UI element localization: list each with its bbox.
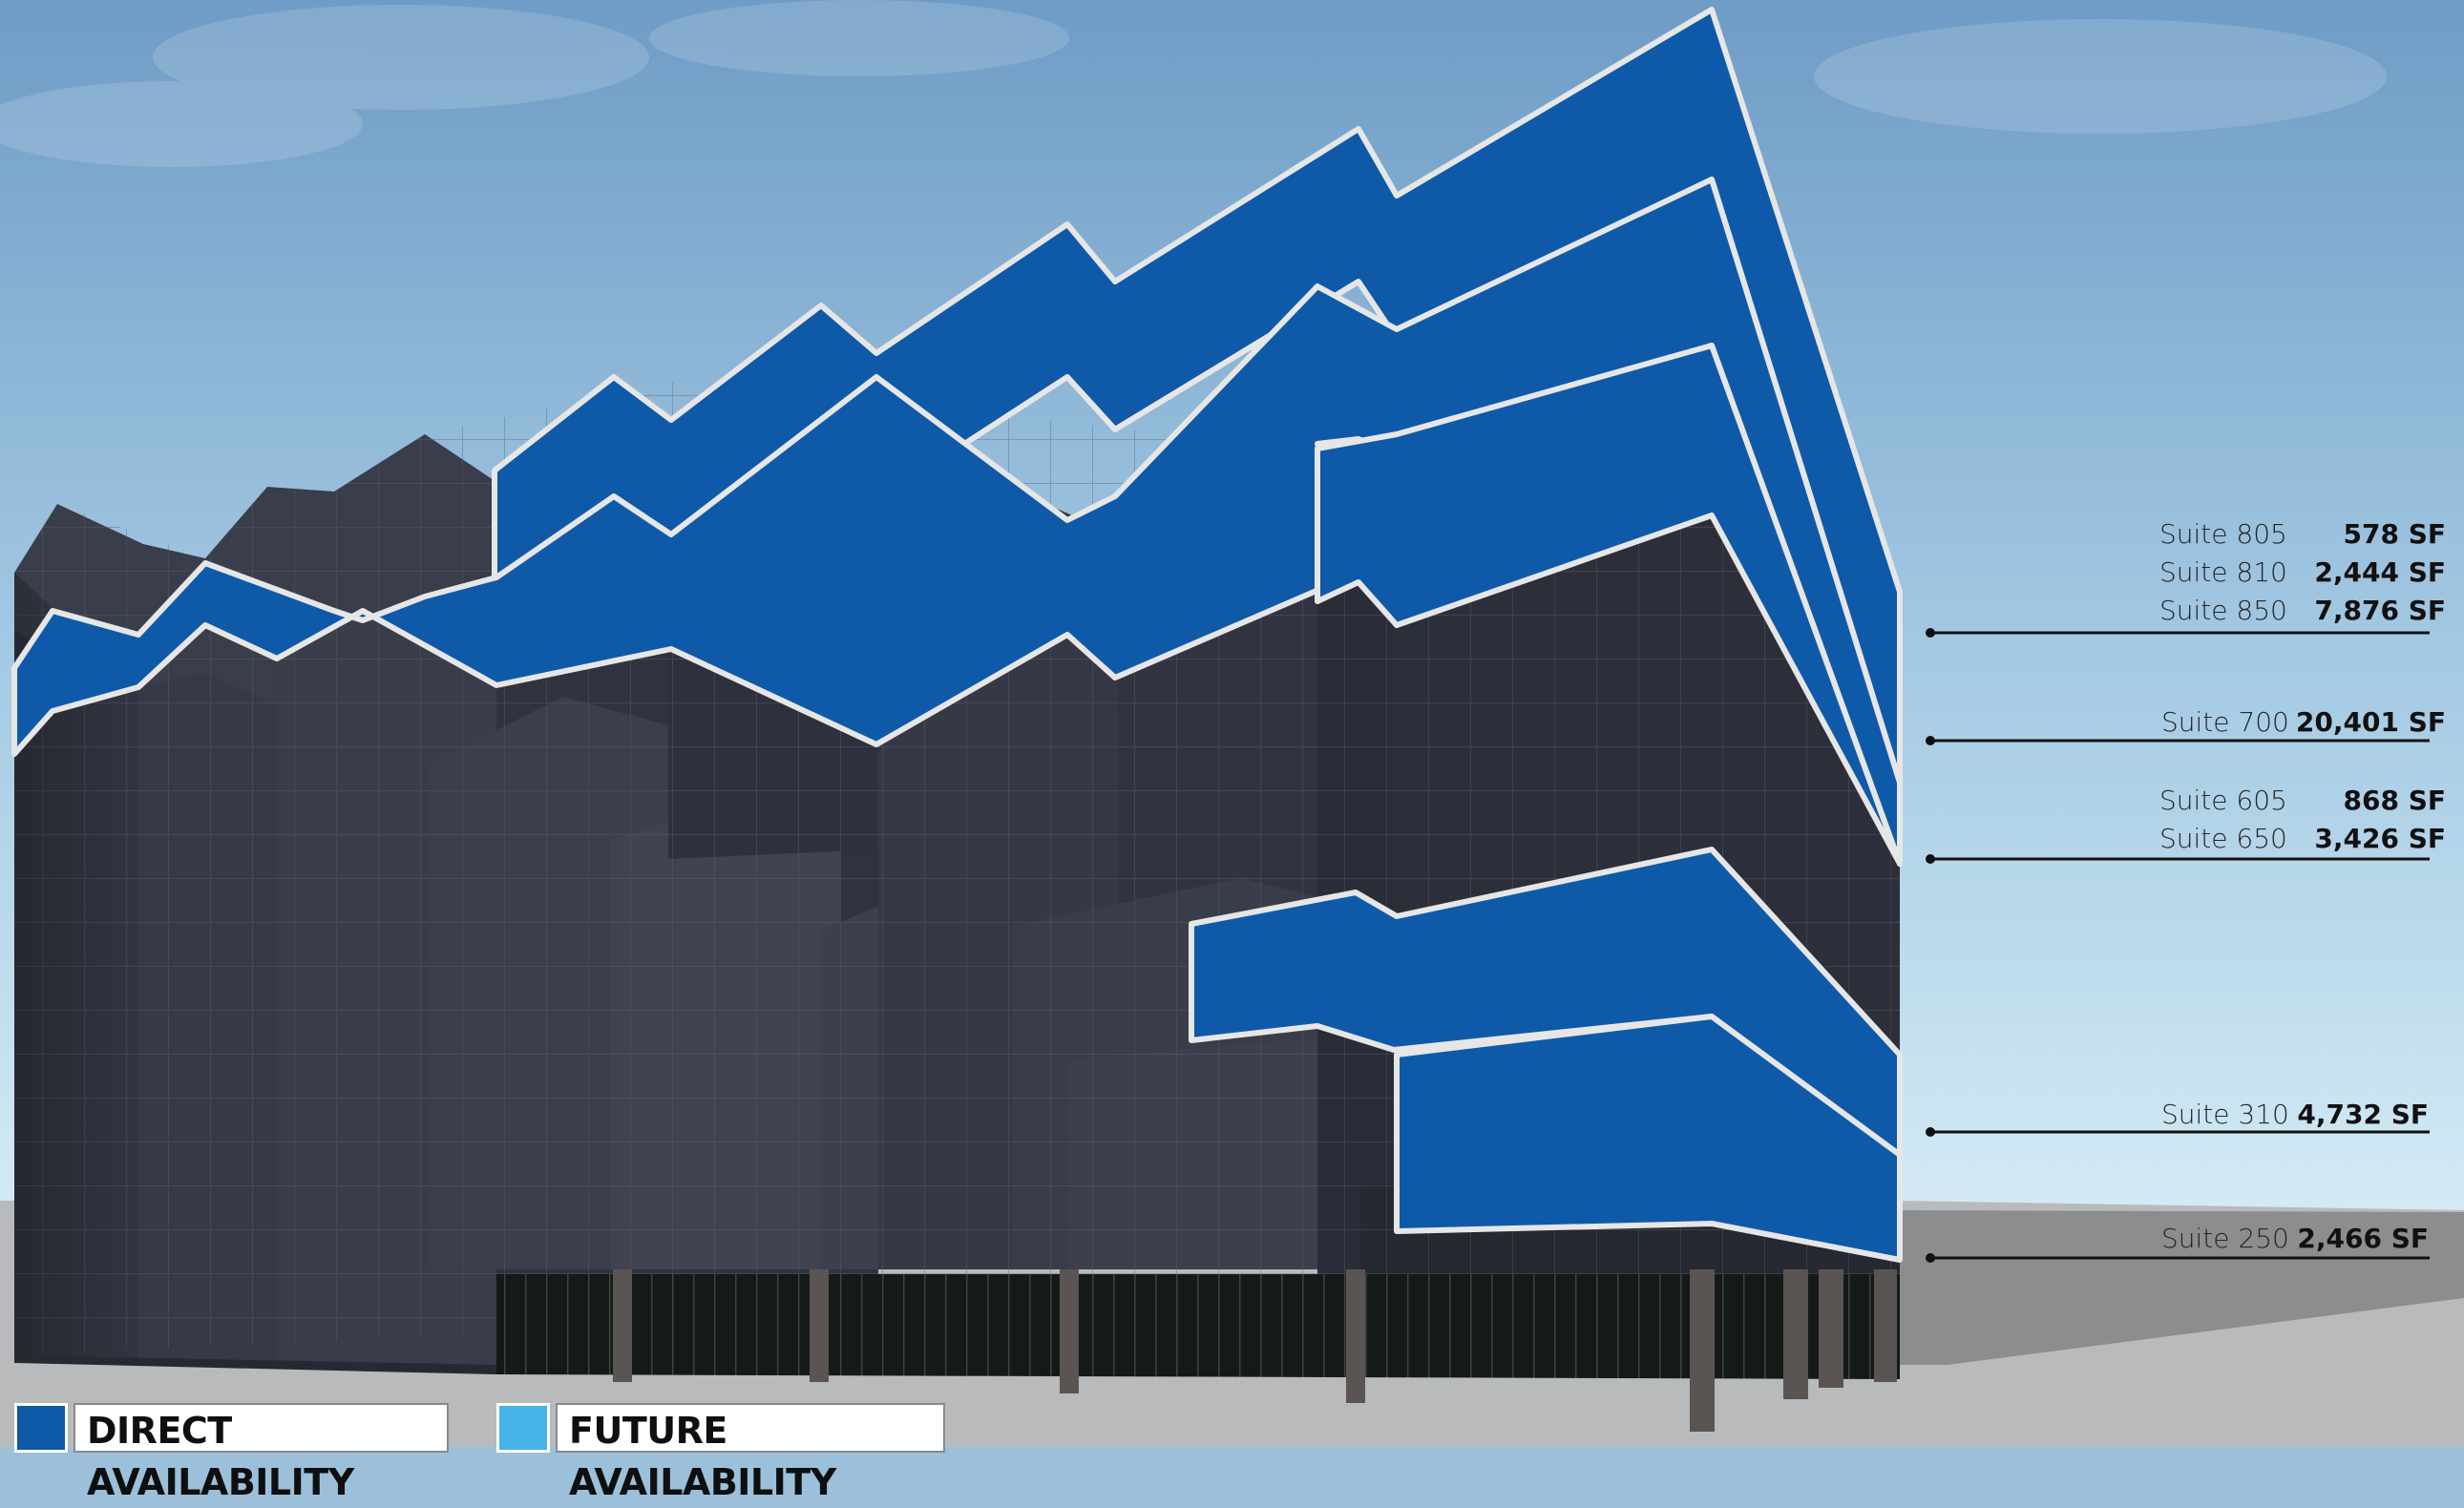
suite-name: Suite 605	[2159, 785, 2287, 816]
building-illustration	[0, 0, 2464, 1447]
leader-lines	[1930, 631, 2430, 1260]
legend-direct-swatch	[14, 1403, 68, 1453]
legend-direct-label: DIRECT AVAILABILITY	[74, 1403, 449, 1503]
suite-sf: 578 SF	[2343, 518, 2447, 550]
suite-label-310: Suite 310 4,732 SF	[2161, 1099, 2429, 1131]
legend-direct: DIRECT AVAILABILITY	[14, 1403, 449, 1503]
suite-name: Suite 810	[2159, 556, 2287, 588]
suite-sf: 2,444 SF	[2314, 556, 2446, 588]
band-upper-right	[1315, 343, 1903, 867]
band-level-3	[1394, 1014, 1903, 1263]
suite-name: Suite 650	[2159, 823, 2287, 854]
suite-sf: 868 SF	[2343, 785, 2447, 816]
suite-label-810: Suite 810 2,444 SF	[2159, 556, 2446, 589]
suite-name: Suite 700	[2161, 706, 2289, 738]
suite-name: Suite 250	[2161, 1223, 2289, 1254]
suite-name: Suite 805	[2159, 518, 2287, 550]
columns	[613, 1269, 1897, 1432]
ground-shadow	[1900, 1210, 2464, 1365]
legend-future-label: FUTURE AVAILABILITY	[556, 1403, 945, 1503]
suite-sf: 4,732 SF	[2297, 1099, 2429, 1130]
legend-future-swatch	[496, 1403, 550, 1453]
storefront	[14, 1274, 1900, 1379]
suite-label-700: Suite 700 20,401 SF	[2161, 706, 2446, 739]
suite-label-805: Suite 805 578 SF	[2159, 518, 2446, 551]
suite-label-605: Suite 605 868 SF	[2159, 785, 2446, 817]
direct-availability-bands	[11, 7, 1903, 1263]
suite-sf: 3,426 SF	[2314, 823, 2446, 854]
legend-future: FUTURE AVAILABILITY	[496, 1403, 945, 1503]
suite-label-650: Suite 650 3,426 SF	[2159, 823, 2446, 855]
suite-name: Suite 310	[2161, 1099, 2289, 1130]
suite-label-250: Suite 250 2,466 SF	[2161, 1223, 2429, 1255]
suite-label-850: Suite 850 7,876 SF	[2159, 595, 2446, 627]
suite-sf: 20,401 SF	[2295, 706, 2446, 738]
suite-sf: 7,876 SF	[2314, 595, 2446, 626]
suite-sf: 2,466 SF	[2297, 1223, 2429, 1254]
leader-dots	[1926, 628, 1935, 1263]
suite-name: Suite 850	[2159, 595, 2287, 626]
clouds	[0, 0, 2387, 167]
